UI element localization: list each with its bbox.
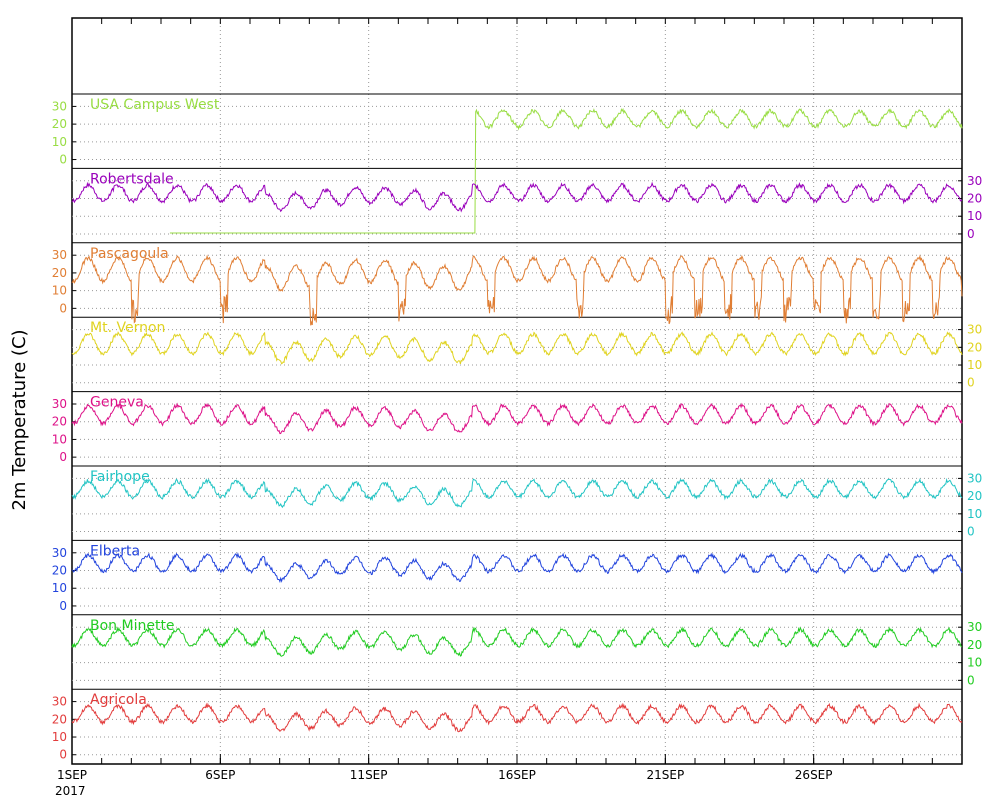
- series-labels: USA Campus West Robertsdale Pascagoula Mt. …: [90, 97, 220, 708]
- y-tick-label: 20: [967, 340, 982, 354]
- series-label: Robertsdale: [90, 171, 174, 187]
- y-tick-label: 30: [52, 99, 67, 113]
- y-tick-label: 30: [967, 471, 982, 485]
- series-label: Bon Minette: [90, 618, 175, 634]
- x-tick-label: 26SEP: [795, 768, 833, 782]
- y-tick-label: 0: [59, 748, 67, 762]
- x-year-label: 2017: [55, 784, 86, 798]
- x-tick-label: 1SEP: [57, 768, 87, 782]
- y-tick-label: 20: [52, 266, 67, 280]
- y-tick-label: 20: [967, 192, 982, 206]
- y-tick-label: 0: [59, 153, 67, 167]
- series-line: [71, 254, 963, 326]
- y-tick-label: 30: [967, 620, 982, 634]
- series-line: [71, 181, 963, 213]
- series: [71, 107, 963, 733]
- y-tick-label: 30: [52, 695, 67, 709]
- y-tick-label: 30: [967, 174, 982, 188]
- y-tick-label: 30: [52, 248, 67, 262]
- y-tick-label: 20: [52, 712, 67, 726]
- y-axis-label: 2m Temperature (C): [9, 329, 30, 510]
- series-line: [71, 626, 963, 657]
- series-label: Pascagoula: [90, 246, 169, 262]
- y-tick-label: 20: [52, 564, 67, 578]
- series-label: Mt. Vernon: [90, 320, 165, 336]
- y-tick-label: 0: [967, 673, 975, 687]
- y-tick-label: 10: [52, 730, 67, 744]
- y-tick-label: 20: [967, 489, 982, 503]
- x-tick-label: 11SEP: [350, 768, 388, 782]
- y-tick-label: 10: [967, 507, 982, 521]
- series-line: [71, 402, 963, 435]
- grid: [72, 18, 962, 764]
- y-tick-label: 0: [967, 525, 975, 539]
- y-tick-label: 10: [967, 209, 982, 223]
- y-tick-label: 30: [52, 397, 67, 411]
- y-tick-label: 20: [967, 638, 982, 652]
- series-label: Geneva: [90, 395, 144, 411]
- y-tick-label: 30: [52, 546, 67, 560]
- series-label: USA Campus West: [90, 97, 220, 113]
- x-tick-label: 21SEP: [646, 768, 684, 782]
- y-tick-label: 10: [52, 581, 67, 595]
- y-tick-label: 0: [59, 301, 67, 315]
- y-tick-label: 20: [52, 117, 67, 131]
- series-label: Agricola: [90, 692, 147, 708]
- y-tick-label: 10: [967, 358, 982, 372]
- y-tick-label: 10: [52, 284, 67, 298]
- y-tick-label: 0: [967, 376, 975, 390]
- y-tick-label: 10: [52, 135, 67, 149]
- series-line: [71, 477, 963, 509]
- panels: 0 10 20 30 0 10 20 30 0 10 20 30 0 10 20 30 0 10 20 30 0 10 20…: [52, 93, 982, 762]
- series-label: Fairhope: [90, 469, 150, 485]
- y-tick-label: 30: [967, 323, 982, 337]
- series-line: [71, 551, 963, 584]
- y-tick-label: 20: [52, 415, 67, 429]
- x-tick-label: 6SEP: [205, 768, 235, 782]
- x-axis: 1SEP 6SEP 11SEP 16SEP 21SEP 26SEP: [57, 18, 963, 782]
- series-line: [71, 331, 963, 365]
- y-tick-label: 0: [967, 227, 975, 241]
- series-line: [169, 107, 963, 234]
- series-line: [71, 702, 963, 733]
- y-tick-label: 10: [52, 432, 67, 446]
- series-label: Elberta: [90, 543, 140, 559]
- y-tick-label: 0: [59, 450, 67, 464]
- y-tick-label: 10: [967, 656, 982, 670]
- y-tick-label: 0: [59, 599, 67, 613]
- x-tick-label: 16SEP: [498, 768, 536, 782]
